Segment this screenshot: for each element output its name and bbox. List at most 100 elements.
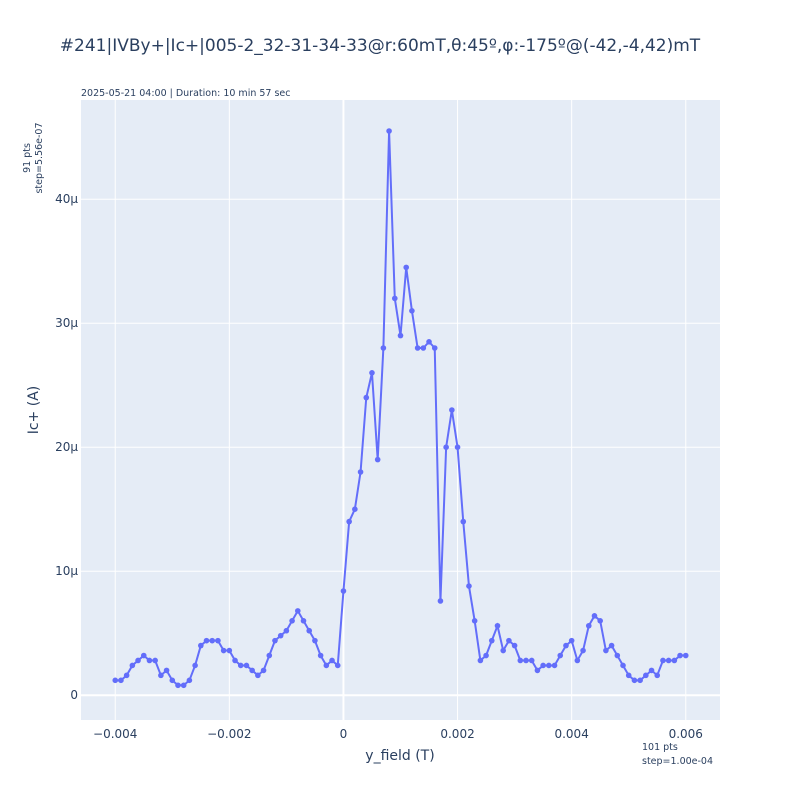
data-point — [180, 682, 187, 689]
x-tick-labels: −0.004 −0.002 0 0.002 0.004 0.006 — [93, 727, 703, 741]
data-point — [220, 647, 227, 654]
data-point — [546, 662, 552, 669]
x-tick-label: −0.002 — [207, 727, 251, 741]
x-note-count: 101 pts — [642, 742, 678, 753]
x-axis-title: y_field (T) — [365, 748, 434, 764]
series-markers — [112, 128, 689, 689]
data-point — [175, 682, 181, 689]
data-point — [682, 652, 689, 659]
data-point — [198, 642, 204, 649]
data-point — [414, 345, 421, 351]
data-point — [557, 652, 564, 659]
x-tick-label: 0.004 — [554, 727, 588, 741]
data-point — [118, 677, 124, 684]
data-point — [534, 667, 541, 674]
data-point — [540, 662, 546, 669]
data-point — [483, 652, 489, 659]
data-point — [232, 657, 238, 664]
data-point — [357, 469, 364, 475]
data-point — [391, 295, 398, 302]
data-point — [477, 657, 484, 664]
data-point — [243, 662, 250, 669]
data-point — [369, 370, 375, 376]
data-point — [237, 662, 244, 669]
data-point — [420, 345, 427, 351]
y-tick-labels: 0 10µ 20µ 30µ 40µ — [55, 192, 78, 702]
data-point — [283, 627, 290, 634]
data-point — [466, 583, 472, 589]
data-point — [637, 677, 643, 684]
data-point — [352, 506, 358, 512]
data-point — [563, 642, 569, 649]
data-point — [272, 637, 278, 644]
x-note-step: step=1.00e-04 — [642, 756, 713, 767]
data-point — [363, 394, 370, 401]
data-point — [323, 662, 330, 669]
data-point — [591, 613, 598, 619]
chart-subtitle: 2025-05-21 04:00 | Duration: 10 min 57 s… — [81, 88, 291, 99]
data-point — [374, 456, 381, 463]
data-point — [625, 672, 632, 679]
data-point — [568, 637, 575, 644]
data-point — [255, 672, 261, 679]
data-point — [580, 647, 586, 654]
data-point — [186, 677, 193, 684]
data-point — [620, 662, 626, 669]
data-point — [648, 667, 655, 674]
data-point — [397, 332, 404, 339]
data-point — [574, 657, 581, 664]
data-point — [277, 632, 284, 639]
data-point — [608, 642, 615, 649]
data-point — [249, 667, 255, 674]
data-point — [346, 518, 352, 525]
data-point — [306, 627, 313, 634]
data-point — [192, 662, 198, 669]
data-point — [312, 637, 318, 644]
data-point — [403, 264, 410, 271]
data-point — [260, 667, 267, 674]
data-point — [614, 652, 621, 659]
data-point — [528, 657, 535, 664]
data-point — [203, 637, 210, 644]
data-point — [380, 345, 387, 351]
x-tick-label: −0.004 — [93, 727, 137, 741]
data-point — [471, 618, 478, 624]
data-point — [654, 672, 661, 679]
x-tick-label: 0.002 — [440, 727, 474, 741]
data-point — [340, 588, 347, 594]
x-tick-label: 0.006 — [669, 727, 703, 741]
y-tick-label: 0 — [70, 688, 78, 702]
data-point — [334, 662, 341, 669]
data-point — [135, 657, 141, 664]
data-point — [511, 642, 518, 649]
data-point — [169, 677, 176, 684]
data-point — [431, 345, 438, 351]
data-point — [677, 652, 683, 659]
data-point — [449, 407, 455, 413]
y-tick-label: 10µ — [55, 564, 78, 578]
data-point — [158, 672, 164, 679]
data-point — [665, 657, 672, 664]
data-point — [152, 657, 158, 664]
data-point — [585, 622, 592, 629]
data-point — [500, 647, 507, 654]
data-point — [386, 128, 392, 134]
data-point — [660, 657, 666, 664]
y-axis-title: Ic+ (A) — [26, 386, 42, 435]
data-point — [437, 598, 444, 604]
chart-title: #241|IVBy+|Ic+|005-2_32-31-34-33@r:60mT,… — [60, 36, 701, 56]
y-note-step: step=5.56e-07 — [34, 122, 45, 193]
data-point — [643, 672, 649, 679]
data-point — [215, 637, 221, 644]
data-point — [597, 618, 603, 624]
data-point — [295, 608, 301, 614]
x-tick-label: 0 — [340, 727, 348, 741]
data-point — [140, 652, 147, 659]
plot-area — [81, 100, 720, 720]
y-tick-label: 30µ — [55, 316, 78, 330]
data-point — [426, 339, 432, 345]
data-point — [460, 518, 467, 525]
y-tick-label: 20µ — [55, 440, 78, 454]
data-point — [506, 637, 512, 644]
data-point — [226, 647, 233, 654]
